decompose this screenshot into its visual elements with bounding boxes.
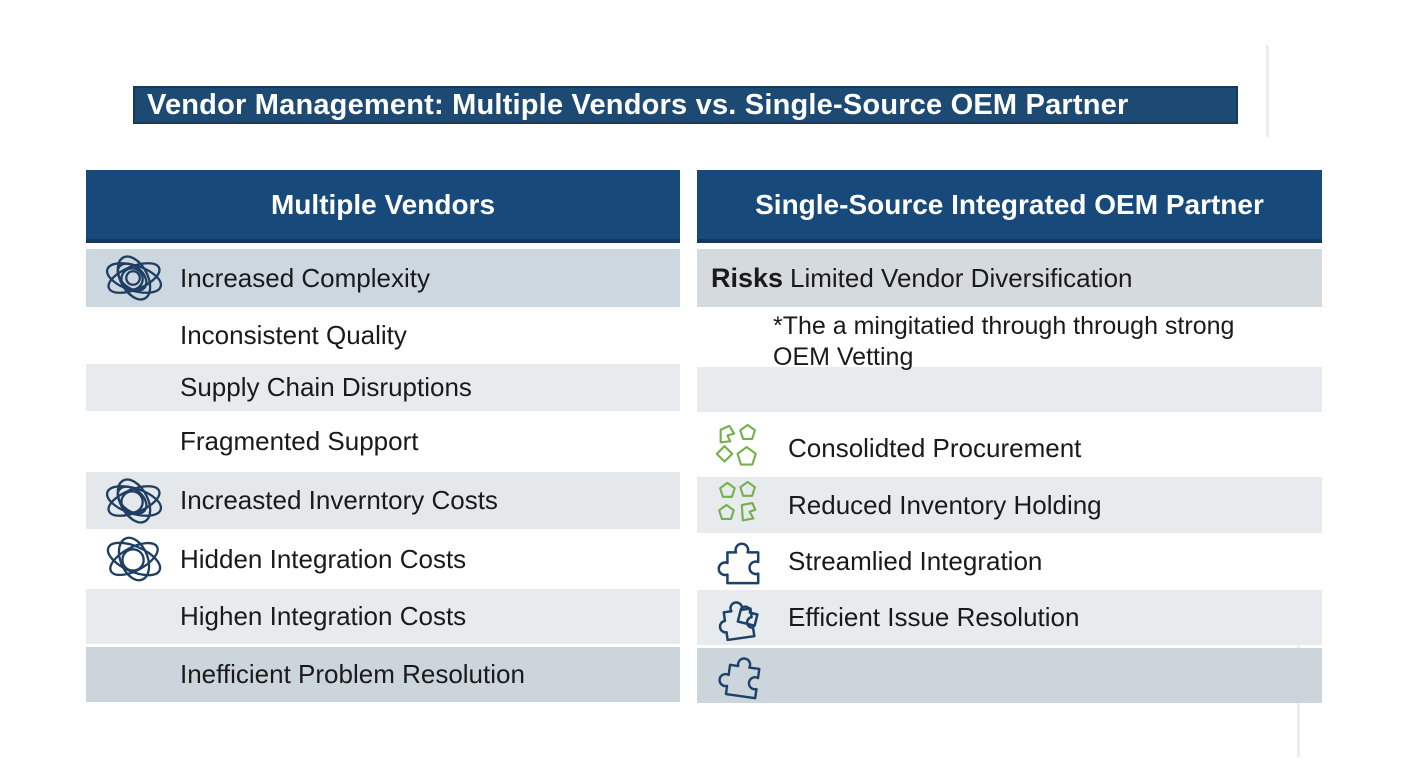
table-row: Highen Integration Costs <box>86 589 680 644</box>
footnote-line-2: OEM Vetting <box>773 343 914 371</box>
artifact-line <box>1266 45 1269 137</box>
table-row-empty <box>697 367 1322 412</box>
tangle-icon <box>98 250 170 306</box>
row-label: Efficient Issue Resolution <box>788 602 1080 632</box>
row-label: Increasted Inverntory Costs <box>180 485 498 515</box>
footnote-row: *The a mingitatied through through stron… <box>697 307 1322 371</box>
table-row: Inefficient Problem Resolution <box>86 647 680 702</box>
risks-badge: Risks <box>711 262 784 293</box>
table-row: Streamlied Integration <box>697 533 1322 590</box>
table-header-label: Single-Source Integrated OEM Partner <box>755 188 1264 220</box>
table-row: Consolidted Procurement <box>697 420 1322 477</box>
table-row: Supply Chain Disruptions <box>86 364 680 411</box>
row-label: Highen Integration Costs <box>180 601 467 631</box>
table-header-multiple-vendors: Multiple Vendors <box>86 170 680 243</box>
row-label: Hidden Integration Costs <box>180 543 467 574</box>
row-label: Supply Chain Disruptions <box>180 372 472 402</box>
oem-partner-table: Single-Source Integrated OEM Partner Ris… <box>697 170 1322 703</box>
row-label: Fragmented Support <box>180 426 419 456</box>
row-label: Increased Complexity <box>180 262 430 293</box>
puzzle-icon <box>709 652 767 700</box>
title-bar: Vendor Management: Multiple Vendors vs. … <box>133 86 1238 124</box>
cluster-green-icon <box>709 423 767 475</box>
row-label: Streamlied Integration <box>788 546 1043 576</box>
table-row <box>697 648 1322 703</box>
multiple-vendors-table: Multiple Vendors Increased Complexity <box>86 170 680 702</box>
row-label: Consolidted Procurement <box>788 433 1082 463</box>
table-row: Reduced Inventory Holding <box>697 477 1322 533</box>
row-label: Inconsistent Quality <box>180 320 407 350</box>
table-header-label: Multiple Vendors <box>270 188 496 220</box>
footnote-line-1: *The a mingitatied through through stron… <box>773 312 1235 340</box>
tangle-icon <box>98 531 170 587</box>
page-title: Vendor Management: Multiple Vendors vs. … <box>147 88 1129 121</box>
table-body: Increased Complexity Inconsistent Qualit… <box>86 249 680 702</box>
tangle-icon <box>98 473 170 529</box>
puzzle-double-icon <box>709 593 767 643</box>
table-row: Risks Limited Vendor Diversification <box>697 249 1322 307</box>
table-row: Hidden Integration Costs <box>86 529 680 589</box>
table-row: Increased Complexity <box>86 249 680 307</box>
row-label: Inefficient Problem Resolution <box>180 659 525 689</box>
table-row: Efficient Issue Resolution <box>697 590 1322 645</box>
table-row: Increasted Inverntory Costs <box>86 472 680 529</box>
row-label: Limited Vendor Diversification <box>790 262 1133 293</box>
footnote-text: *The a mingitatied through through stron… <box>773 311 1234 373</box>
table-header-oem-partner: Single-Source Integrated OEM Partner <box>697 170 1322 243</box>
table-row: Inconsistent Quality <box>86 307 680 364</box>
pentagons-green-icon <box>709 480 767 530</box>
table-body: Risks Limited Vendor Diversification *Th… <box>697 249 1322 703</box>
row-label: Reduced Inventory Holding <box>788 489 1102 520</box>
puzzle-icon <box>709 537 767 587</box>
table-row: Fragmented Support <box>86 411 680 472</box>
